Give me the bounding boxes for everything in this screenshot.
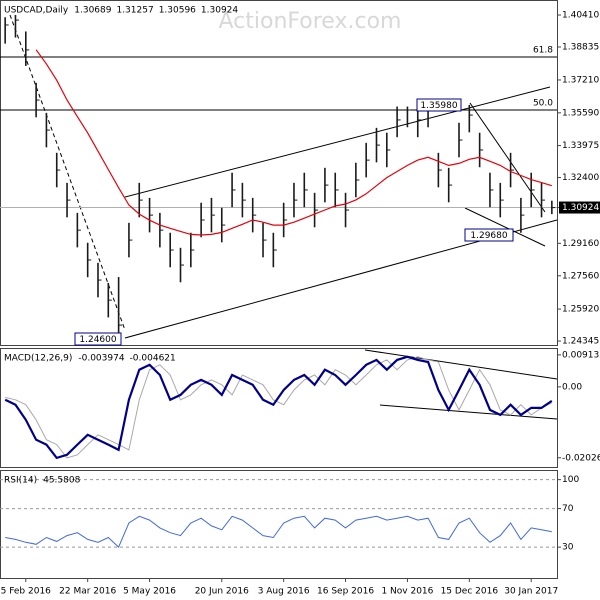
x-tick-label: 3 Aug 2016 [258, 587, 310, 597]
annotation-box [416, 98, 462, 112]
panel-title: MACD(12,26,9) [4, 354, 72, 364]
trend-line [9, 14, 126, 331]
readout: 1.30596 [159, 6, 196, 16]
panel-title: USDCAD,Daily [4, 6, 69, 16]
y-tick-label: 70 [562, 504, 574, 514]
panel-title: RSI(14) [4, 476, 37, 486]
y-tick-label: 1.30924 [562, 203, 599, 213]
x-tick-label: 15 Dec 2016 [441, 587, 499, 597]
annotation-box [74, 332, 122, 346]
y-tick-label: 0.00 [562, 382, 582, 392]
y-tick-label: 1.40410 [562, 11, 599, 21]
annotation: 1.24600 [79, 335, 116, 345]
y-tick-label: 0.009132 [562, 350, 600, 360]
readout: 1.31257 [116, 6, 153, 16]
y-tick-label: 1.25920 [562, 305, 599, 315]
x-tick-label: 16 Sep 2016 [317, 587, 374, 597]
series-line [4, 355, 553, 460]
price-panel [0, 0, 558, 346]
macd-panel [0, 348, 558, 468]
watermark: ActionForex.com [219, 9, 402, 34]
y-tick-label: 1.33975 [562, 141, 599, 151]
macd-trend [364, 349, 558, 380]
annotation: 1.29680 [470, 231, 507, 241]
y-tick-label: -0.020269 [562, 453, 600, 463]
channel-line [124, 86, 551, 198]
fib-label: 50.0 [533, 99, 553, 109]
current-price-box [559, 201, 600, 214]
series-line [5, 356, 553, 459]
marks [0, 15, 557, 548]
y-tick-label: 1.27560 [562, 271, 599, 281]
x-tick-label: 5 May 2016 [123, 587, 176, 597]
readout: -0.004621 [130, 354, 176, 364]
readout: 1.30689 [74, 6, 111, 16]
moving-average [35, 49, 552, 236]
readout: 45.5808 [43, 476, 80, 486]
annotation: 1.35980 [420, 101, 457, 111]
trend-line [469, 102, 546, 213]
y-tick-label: 1.37210 [562, 75, 599, 85]
y-tick-label: 100 [562, 475, 579, 485]
y-tick-label: 1.38835 [562, 42, 599, 52]
rsi-panel [0, 470, 558, 579]
x-tick-label: 5 Feb 2016 [1, 587, 52, 597]
readout: 1.30924 [201, 6, 238, 16]
trend-line [464, 207, 546, 247]
fib-label: 61.8 [533, 46, 553, 56]
y-tick-label: 30 [562, 543, 574, 553]
x-tick-label: 30 Jan 2017 [504, 587, 558, 597]
x-tick-label: 20 Jun 2016 [195, 587, 249, 597]
readout: -0.003974 [78, 354, 124, 364]
x-tick-label: 1 Nov 2016 [381, 587, 433, 597]
macd-trend [379, 404, 558, 420]
series-line [5, 515, 552, 548]
annotation-box [464, 228, 514, 242]
x-tick-label: 22 Mar 2016 [59, 587, 116, 597]
y-tick-label: 1.29160 [562, 239, 599, 249]
y-tick-label: 1.35590 [562, 108, 599, 118]
y-tick-label: 1.24345 [562, 337, 599, 347]
y-tick-label: 1.32400 [562, 173, 599, 183]
